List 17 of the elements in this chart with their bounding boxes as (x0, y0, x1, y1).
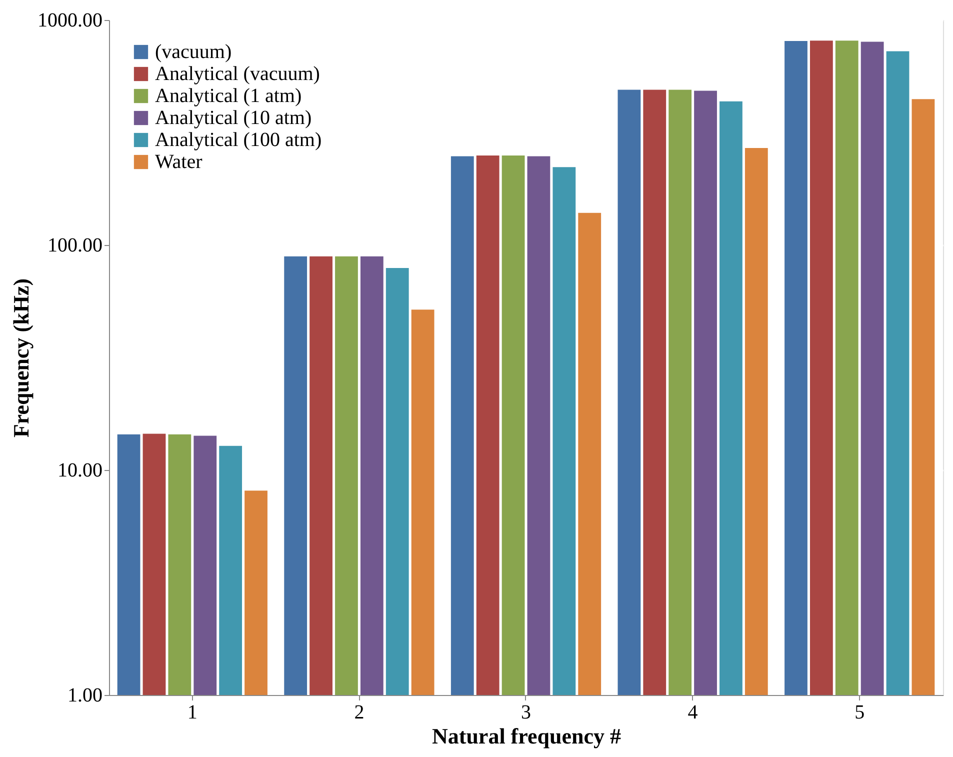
x-tick-label: 3 (521, 702, 531, 724)
x-tick-label: 4 (688, 702, 698, 724)
x-tick-label: 1 (187, 702, 198, 724)
legend-label: Analytical (100 atm) (155, 129, 322, 151)
legend-label: (vacuum) (155, 41, 232, 63)
y-tick-label: 100.00 (48, 234, 102, 256)
legend-label: Water (155, 151, 203, 173)
y-tick-label: 1000.00 (38, 10, 102, 32)
x-axis-title: Natural frequency # (432, 724, 622, 748)
legend-label: Analytical (vacuum) (155, 63, 320, 85)
y-tick-label: 1.00 (68, 684, 102, 706)
y-axis-title: Frequency (kHz) (8, 278, 34, 438)
y-tick-label: 10.00 (58, 460, 102, 482)
x-tick-label: 5 (854, 702, 865, 724)
legend-label: Analytical (1 atm) (155, 85, 302, 107)
x-tick-label: 2 (354, 702, 364, 724)
legend-label: Analytical (10 atm) (155, 107, 312, 129)
